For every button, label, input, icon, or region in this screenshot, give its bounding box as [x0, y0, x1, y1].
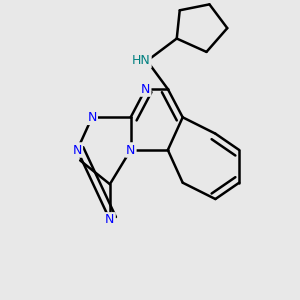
Text: N: N — [141, 82, 150, 96]
Text: N: N — [126, 143, 135, 157]
Text: N: N — [87, 111, 97, 124]
Text: N: N — [73, 143, 82, 157]
Text: N: N — [105, 213, 115, 226]
Text: HN: HN — [132, 54, 151, 67]
